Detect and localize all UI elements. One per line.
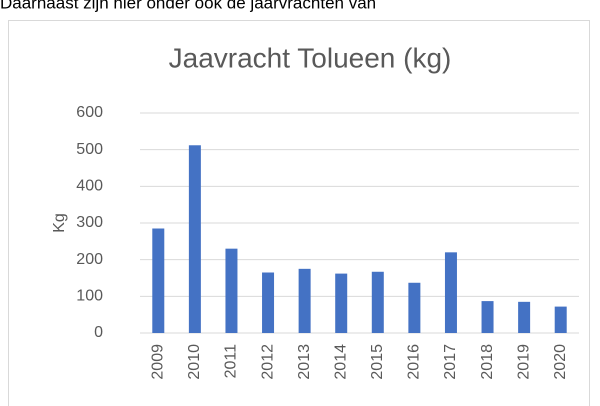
- chart-border: [8, 20, 590, 406]
- bar: [518, 301, 531, 333]
- bar: [262, 272, 275, 333]
- x-tick-label: 2013: [296, 344, 313, 380]
- y-tick-label: 600: [76, 104, 103, 121]
- x-tick-label: 2014: [332, 344, 349, 380]
- x-tick-label: 2017: [442, 344, 459, 380]
- y-tick-label: 200: [76, 251, 103, 268]
- x-tick-label: 2018: [479, 344, 496, 380]
- y-tick-label: 100: [76, 288, 103, 305]
- bar: [225, 248, 238, 333]
- bar: [371, 271, 384, 333]
- bar: [188, 145, 201, 333]
- bar: [408, 282, 421, 333]
- bar: [481, 301, 494, 333]
- chart-title: Jaavracht Tolueen (kg): [169, 42, 452, 73]
- bar: [554, 306, 567, 333]
- y-axis-label: Kg: [51, 213, 68, 233]
- x-tick-label: 2012: [259, 344, 276, 380]
- bar: [444, 252, 457, 333]
- y-tick-label: 0: [94, 324, 103, 341]
- y-tick-label: 400: [76, 178, 103, 195]
- x-tick-label: 2010: [186, 344, 203, 380]
- document-text: Daarnaast zijn hier onder ook de jaarvra…: [0, 0, 376, 12]
- y-tick-label: 500: [76, 141, 103, 158]
- bar: [335, 273, 348, 333]
- x-tick-label: 2019: [515, 344, 532, 380]
- x-tick-label: 2020: [552, 344, 569, 380]
- y-tick-label: 300: [76, 214, 103, 231]
- x-tick-label: 2016: [406, 344, 423, 380]
- x-tick-label: 2009: [150, 344, 167, 380]
- bar: [152, 228, 165, 333]
- x-tick-label: 2015: [369, 344, 386, 380]
- bar: [298, 268, 311, 333]
- x-tick-label: 2011: [223, 344, 240, 379]
